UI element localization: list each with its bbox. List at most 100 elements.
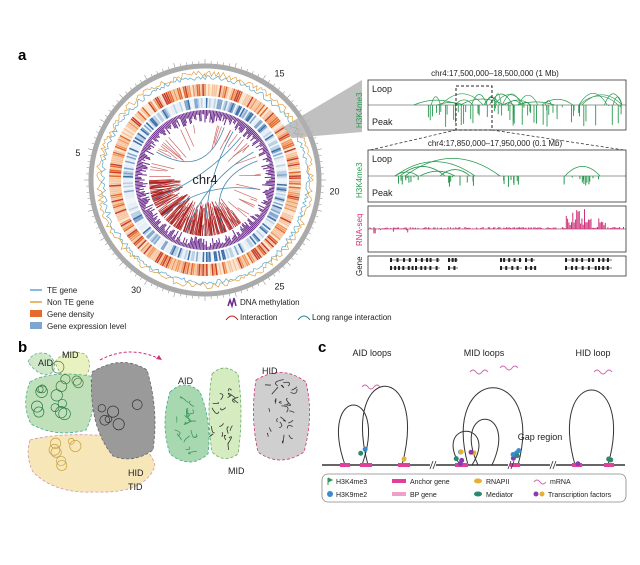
- exon: [415, 266, 417, 270]
- gene-density: [289, 184, 301, 185]
- gene-density: [199, 264, 200, 276]
- legend-text: Mediator: [486, 492, 514, 499]
- legend-icon: [474, 492, 482, 497]
- gene-density: [109, 176, 121, 177]
- exon: [592, 258, 594, 262]
- exon: [436, 266, 438, 270]
- binding-factor: [454, 456, 459, 461]
- exon: [530, 266, 532, 270]
- chromosome-tick: 20: [329, 186, 339, 196]
- gene-expression: [200, 98, 201, 108]
- gene-expression: [123, 188, 133, 189]
- loop-header: MID loops: [464, 348, 505, 358]
- gene-expression: [277, 186, 287, 187]
- exon: [415, 258, 417, 262]
- exon: [582, 266, 584, 270]
- track-title: chr4:17,850,000–17,950,000 (0.1 Mb): [428, 139, 563, 148]
- anchor-gene: [340, 463, 350, 467]
- gene-expression: [277, 185, 287, 186]
- legend-text: TE gene: [47, 286, 78, 295]
- domain-label: MID: [228, 466, 245, 476]
- exon: [607, 258, 609, 262]
- exon: [575, 266, 577, 270]
- exon: [519, 258, 521, 262]
- legend-text: BP gene: [410, 492, 437, 499]
- gene-density: [109, 172, 121, 173]
- gene-density: [201, 264, 202, 276]
- exon: [525, 266, 527, 270]
- exon: [403, 258, 405, 262]
- gene-density: [109, 184, 121, 185]
- gene-expression: [123, 173, 133, 174]
- gene-density: [212, 84, 213, 96]
- exon: [453, 266, 455, 270]
- anchor-gene: [510, 463, 520, 467]
- methylation: [201, 239, 202, 250]
- exon: [455, 258, 457, 262]
- exon: [503, 258, 505, 262]
- legend-text: H3K9me2: [336, 492, 367, 499]
- legend-icon: [392, 479, 406, 483]
- exon: [448, 258, 450, 262]
- legend-text: Gene density: [47, 310, 94, 319]
- chromosome-tick: 25: [275, 281, 285, 291]
- exon: [448, 266, 450, 270]
- legend-icon: [474, 479, 482, 484]
- legend-text: mRNA: [550, 479, 571, 486]
- exon: [397, 258, 399, 262]
- exon: [390, 266, 392, 270]
- binding-factor: [575, 461, 580, 466]
- gene-expression: [123, 186, 133, 187]
- gene-expression: [210, 252, 211, 262]
- methylation: [269, 188, 274, 189]
- binding-factor: [515, 453, 520, 458]
- gene-density: [109, 185, 121, 186]
- exon: [598, 266, 600, 270]
- gene-expression: [277, 171, 287, 172]
- legend-icon: [534, 492, 539, 497]
- legend-swatch: [30, 310, 42, 317]
- gene-density: [210, 84, 211, 96]
- legend-icon: [327, 491, 333, 497]
- row-label: Peak: [372, 188, 393, 198]
- domain-label: TID: [128, 482, 143, 492]
- binding-factor: [363, 447, 368, 452]
- binding-factor: [469, 450, 474, 455]
- methylation: [201, 110, 202, 121]
- gene-expression: [123, 185, 133, 186]
- gene-expression: [213, 252, 214, 262]
- gene-density: [289, 185, 301, 186]
- exon: [598, 258, 600, 262]
- legend-text: Long range interaction: [312, 313, 392, 322]
- gene-expression: [277, 175, 287, 176]
- exon: [531, 258, 533, 262]
- exon: [595, 266, 597, 270]
- gene-density: [201, 84, 202, 96]
- domain-label: MID: [62, 350, 79, 360]
- exon: [390, 258, 392, 262]
- legend-text: DNA methylation: [240, 298, 300, 307]
- gap-label: Gap region: [518, 432, 563, 442]
- exon: [581, 258, 583, 262]
- gene-expression: [211, 252, 212, 262]
- exon: [421, 258, 423, 262]
- legend-icon: [540, 492, 545, 497]
- gene-expression: [123, 175, 133, 176]
- gene-density: [197, 264, 198, 276]
- exon: [511, 266, 513, 270]
- methylation: [136, 171, 141, 172]
- track-ylabel: RNA-seq: [355, 214, 364, 246]
- loop-header: AID loops: [352, 348, 392, 358]
- exon: [607, 266, 609, 270]
- anchor-gene: [604, 463, 614, 467]
- methylation: [135, 185, 143, 186]
- legend-text: Anchor gene: [410, 479, 450, 486]
- legend-text: RNAPII: [486, 479, 509, 486]
- exon: [571, 266, 573, 270]
- gene-density: [289, 176, 301, 177]
- track-ylabel: H3K4me3: [355, 92, 364, 128]
- exon: [588, 258, 590, 262]
- legend-text: Transcription factors: [548, 492, 612, 499]
- binding-factor: [358, 451, 363, 456]
- legend-text: Gene expression level: [47, 322, 126, 331]
